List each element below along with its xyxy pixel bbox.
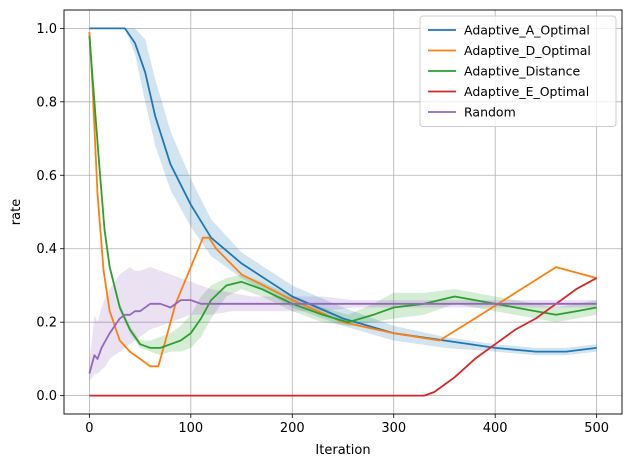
legend: Adaptive_A_Optimal Adaptive_D_Optimal Adap… <box>419 15 617 127</box>
series-lines <box>88 27 598 397</box>
legend-label-adaptive-d-optimal: Adaptive_D_Optimal <box>464 43 591 58</box>
y-tick-label: 0.0 <box>36 389 57 404</box>
x-tick-label: 0 <box>85 421 93 436</box>
x-axis-ticks: 0 100 200 300 400 500 <box>85 414 609 436</box>
plot-frame <box>63 9 623 415</box>
legend-label-adaptive-e-optimal: Adaptive_E_Optimal <box>464 84 589 99</box>
line-adaptive-e-optimal <box>89 277 598 397</box>
x-tick-label: 300 <box>381 421 406 436</box>
x-axis-label: Iteration <box>315 443 370 458</box>
y-axis-label: rate <box>9 199 24 225</box>
x-tick-label: 200 <box>280 421 305 436</box>
y-tick-label: 0.6 <box>36 169 57 184</box>
legend-label-random: Random <box>464 105 516 120</box>
band-adaptive-a-optimal <box>89 28 597 356</box>
x-tick-label: 500 <box>584 421 609 436</box>
x-tick-label: 100 <box>178 421 203 436</box>
y-tick-label: 0.8 <box>36 95 57 110</box>
y-tick-label: 1.0 <box>36 22 57 37</box>
legend-label-adaptive-a-optimal: Adaptive_A_Optimal <box>464 23 590 38</box>
line-random <box>88 299 597 374</box>
x-tick-label: 400 <box>483 421 508 436</box>
y-tick-label: 0.4 <box>36 242 57 257</box>
legend-box <box>419 15 617 127</box>
line-adaptive-d-optimal <box>88 31 597 368</box>
line-adaptive-a-optimal <box>89 27 597 353</box>
y-tick-label: 0.2 <box>36 316 57 331</box>
line-adaptive-distance <box>88 35 597 349</box>
legend-label-adaptive-distance: Adaptive_Distance <box>464 64 581 79</box>
y-axis-ticks: 0.0 0.2 0.4 0.6 0.8 1.0 <box>36 22 64 404</box>
